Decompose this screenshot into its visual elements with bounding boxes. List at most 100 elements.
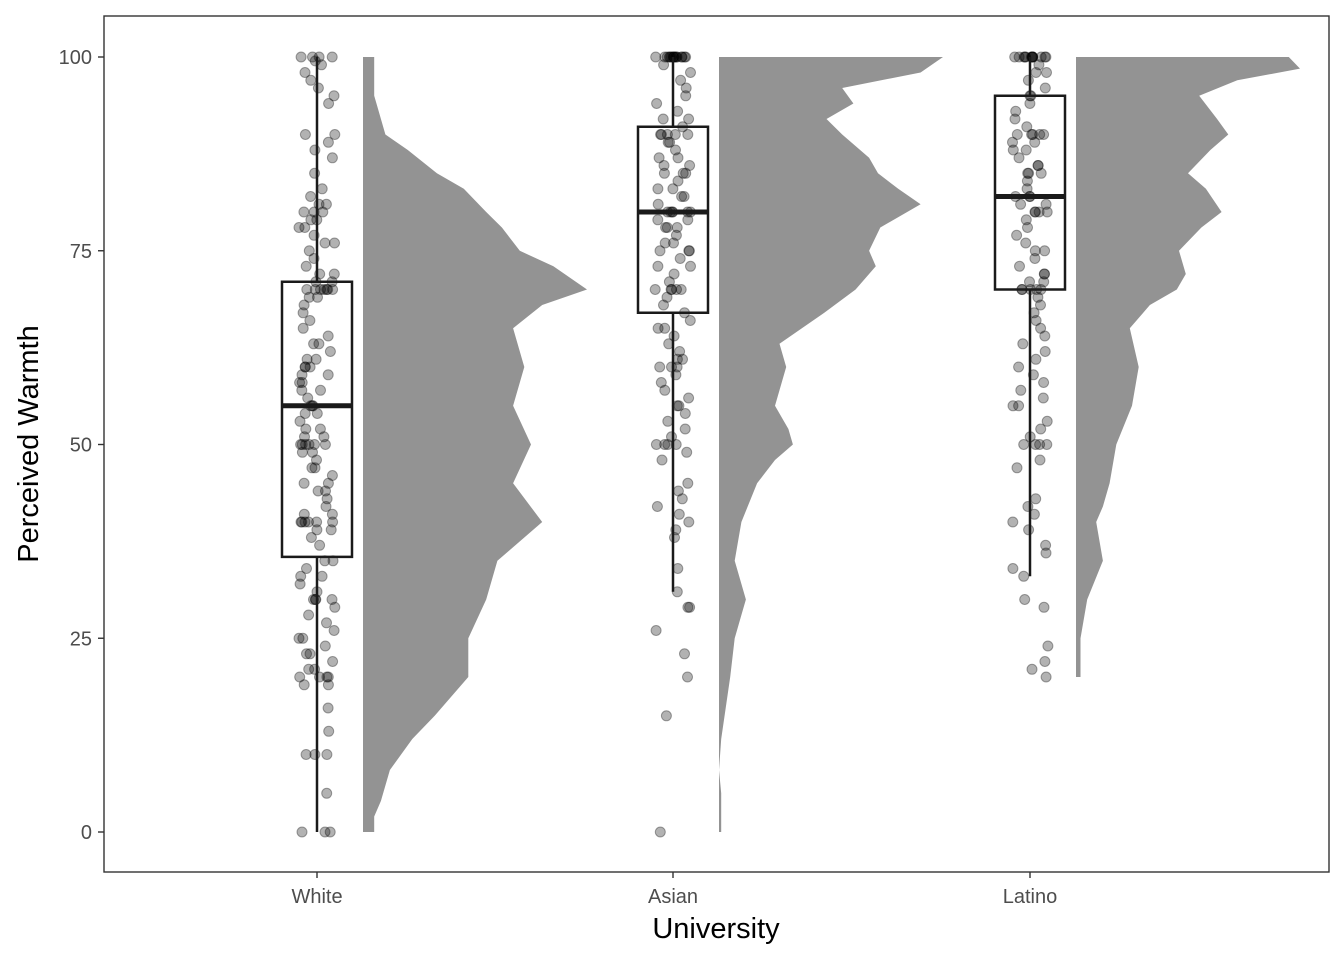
data-point <box>670 144 681 156</box>
data-point <box>293 222 305 233</box>
data-point <box>319 826 331 838</box>
data-point <box>1015 384 1027 396</box>
data-point <box>680 90 692 102</box>
data-point <box>1035 167 1047 179</box>
data-point <box>310 353 322 365</box>
data-point <box>678 191 690 202</box>
data-point <box>327 284 339 295</box>
data-point <box>673 508 685 520</box>
data-point <box>682 129 694 140</box>
data-point <box>685 260 696 272</box>
data-point <box>298 299 310 311</box>
data-point <box>303 245 315 257</box>
data-point <box>301 563 312 574</box>
data-point <box>312 291 323 303</box>
data-point <box>662 439 674 450</box>
data-point <box>298 477 310 489</box>
data-point <box>299 361 311 373</box>
data-point <box>294 578 306 590</box>
data-point <box>675 74 687 86</box>
data-point <box>322 136 334 148</box>
data-point <box>322 671 334 683</box>
data-point <box>1024 276 1035 288</box>
data-point <box>1027 129 1039 140</box>
data-point <box>298 508 310 520</box>
x-tick-label-latino: Latino <box>1003 886 1058 908</box>
data-point <box>1013 51 1025 63</box>
data-point <box>304 648 316 660</box>
data-point <box>322 477 334 489</box>
data-point <box>1033 206 1045 218</box>
data-point <box>655 129 667 140</box>
data-point <box>300 260 312 272</box>
data-point <box>311 524 323 536</box>
data-point <box>662 415 674 427</box>
data-point <box>1039 82 1051 94</box>
y-tick-label: 50 <box>70 435 92 457</box>
data-point <box>662 136 674 148</box>
data-point <box>1038 276 1050 288</box>
data-point <box>1007 563 1019 574</box>
data-point <box>652 260 664 272</box>
data-point <box>321 284 333 295</box>
data-point <box>682 477 694 489</box>
data-point <box>296 446 308 458</box>
data-point <box>658 160 670 171</box>
data-point <box>1038 268 1050 280</box>
data-point <box>299 516 311 528</box>
data-point <box>657 113 669 125</box>
data-point <box>1011 129 1023 140</box>
data-point <box>296 516 308 528</box>
data-point <box>681 446 693 458</box>
data-point <box>294 415 306 427</box>
data-point <box>1018 570 1030 582</box>
data-point <box>680 82 692 94</box>
data-point <box>311 408 323 419</box>
data-point <box>302 392 314 404</box>
data-point <box>297 322 309 334</box>
data-point <box>1020 144 1032 156</box>
data-point <box>303 663 315 675</box>
data-point <box>650 51 662 63</box>
data-point <box>303 291 315 303</box>
data-point <box>301 648 312 660</box>
data-point <box>1032 291 1044 303</box>
data-point <box>1011 462 1023 474</box>
data-point <box>1024 98 1036 109</box>
data-point <box>1026 129 1038 140</box>
box-iqr <box>636 125 710 314</box>
data-point <box>323 98 335 109</box>
data-point <box>659 51 671 63</box>
data-point <box>319 640 331 652</box>
data-point <box>1017 338 1029 350</box>
data-point <box>1021 183 1033 195</box>
data-point <box>652 322 664 334</box>
data-point <box>660 710 672 722</box>
data-point <box>1007 516 1019 528</box>
data-point <box>669 532 680 543</box>
data-point <box>301 353 313 365</box>
data-point <box>682 601 694 613</box>
data-point <box>296 826 308 838</box>
data-point <box>1034 454 1046 466</box>
data-point <box>658 59 670 71</box>
data-point <box>1013 152 1025 164</box>
data-point <box>320 198 332 210</box>
data-point <box>1029 206 1041 218</box>
data-point <box>660 222 672 233</box>
data-point <box>293 632 305 644</box>
data-point <box>309 284 321 295</box>
data-point <box>300 749 312 760</box>
data-point <box>669 129 681 140</box>
data-point <box>316 183 328 195</box>
data-point <box>668 237 679 249</box>
data-point <box>659 384 671 396</box>
x-tick-label-asian: Asian <box>648 886 698 908</box>
data-point <box>1023 524 1035 536</box>
data-point <box>1039 346 1051 357</box>
data-point <box>677 167 689 179</box>
data-point <box>1035 299 1046 311</box>
data-point <box>679 51 691 63</box>
data-point <box>1030 353 1042 365</box>
